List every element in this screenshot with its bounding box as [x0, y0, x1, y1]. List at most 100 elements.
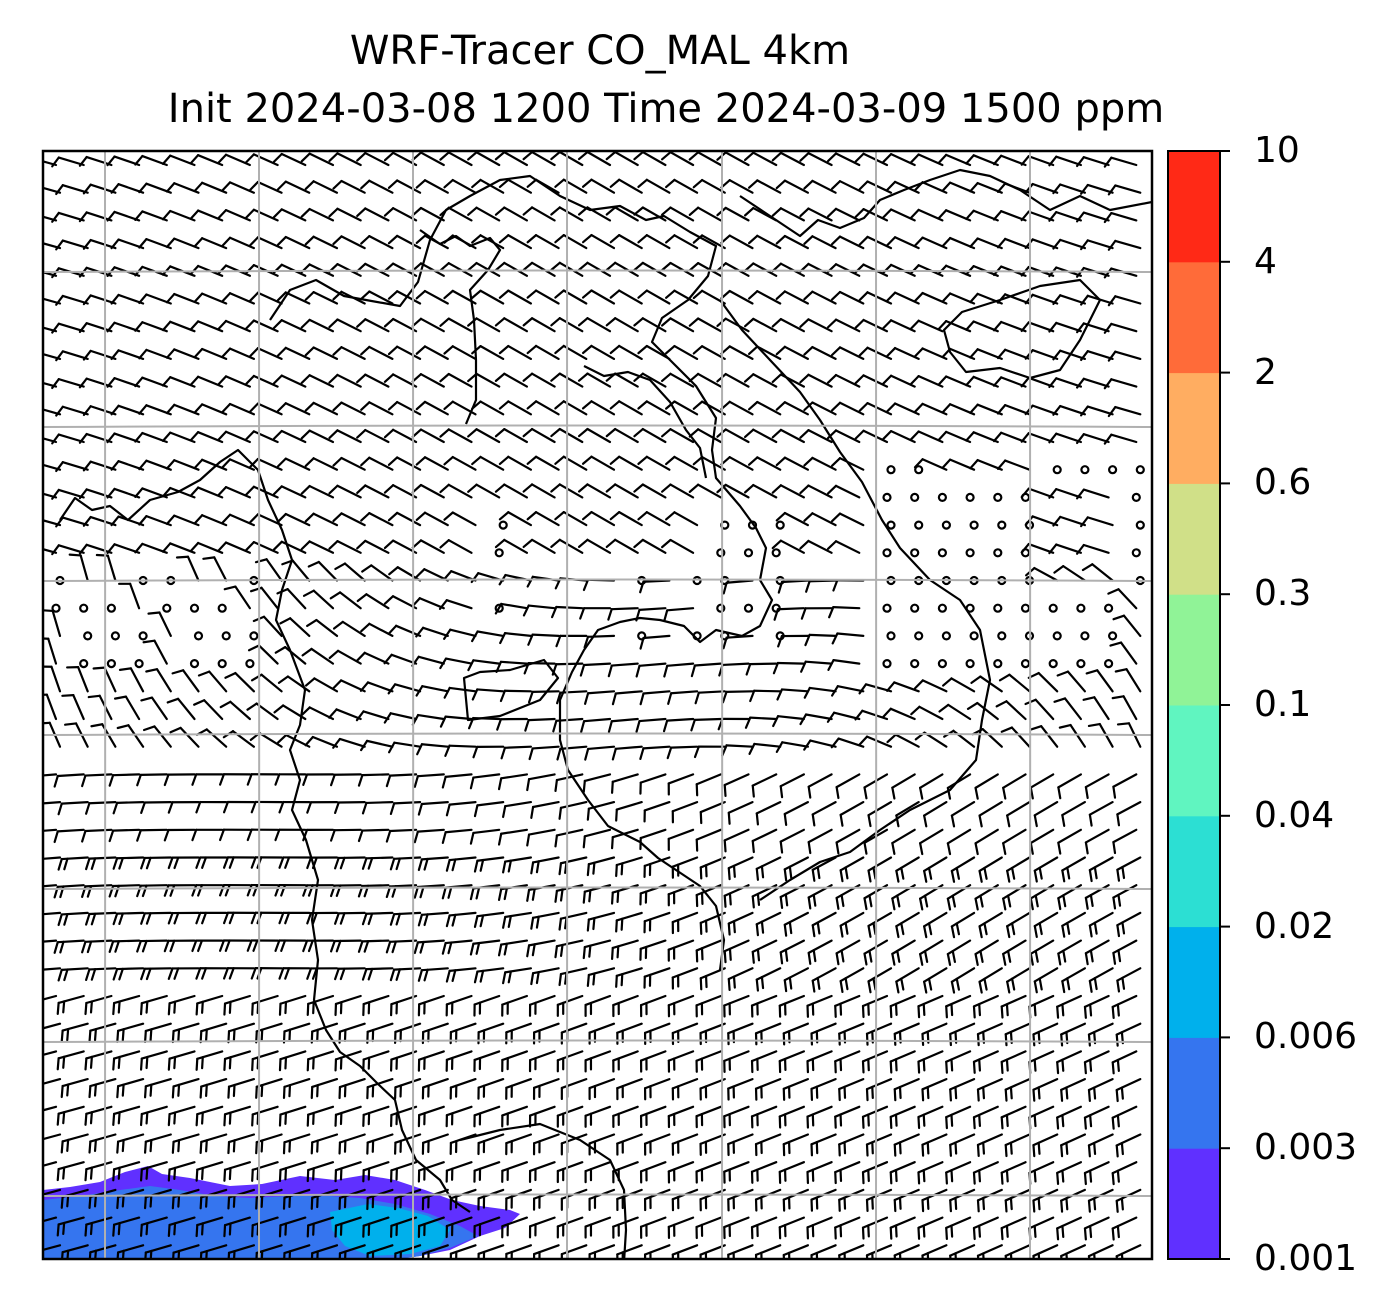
calm-wind-circle — [217, 658, 227, 669]
colorbar-tick-label: 0.3 — [1254, 573, 1312, 615]
wind-barb — [56, 1216, 85, 1237]
calm-wind-circle — [1020, 658, 1031, 669]
wind-barb — [445, 1161, 473, 1183]
wind-barb — [389, 911, 422, 926]
wind-barb — [439, 539, 473, 554]
wind-barb — [945, 1216, 972, 1240]
wind-barb — [359, 681, 394, 693]
wind-barb — [1088, 911, 1114, 938]
wind-barb — [1060, 1244, 1087, 1259]
wind-barb — [581, 234, 616, 250]
wind-barb — [992, 210, 1027, 222]
wind-barb — [639, 579, 671, 594]
calm-wind-circle — [969, 520, 979, 530]
wind-barb — [1103, 212, 1138, 224]
wind-barb — [189, 431, 224, 444]
wind-barb — [615, 911, 643, 933]
wind-barb — [356, 428, 390, 444]
wind-barb — [1057, 884, 1083, 911]
wind-barb — [1048, 211, 1083, 222]
wind-barb — [771, 484, 806, 499]
wind-barb — [1088, 967, 1114, 993]
wind-barb — [751, 828, 778, 854]
wind-barb — [750, 1161, 778, 1184]
wind-barb — [942, 677, 976, 693]
wind-barb — [528, 994, 556, 1017]
wind-barb — [389, 967, 422, 982]
wind-barb — [754, 1244, 782, 1259]
wind-barb — [832, 579, 865, 592]
grid-line-lat — [42, 1039, 1153, 1043]
wind-barb — [43, 242, 62, 250]
wind-barb — [304, 291, 339, 305]
wind-barb — [1052, 515, 1087, 527]
wind-barb — [771, 207, 806, 222]
coastline-north-lake — [419, 229, 502, 425]
wind-barb — [661, 206, 695, 222]
wind-barb — [582, 578, 616, 592]
wind-barb — [970, 675, 1003, 693]
wind-barb — [1002, 773, 1027, 800]
wind-barb — [51, 378, 85, 390]
wind-barb — [276, 346, 311, 360]
wind-barb — [445, 1216, 473, 1239]
wind-barb — [444, 744, 477, 757]
wind-barb — [727, 1077, 754, 1101]
wind-barb — [500, 745, 533, 760]
wind-barb — [222, 911, 255, 925]
wind-barb — [556, 1105, 584, 1128]
wind-barb — [528, 1050, 556, 1073]
wind-barb — [582, 828, 612, 849]
wind-barb — [667, 828, 695, 851]
wind-barb — [43, 637, 58, 665]
wind-barb — [249, 586, 279, 610]
wind-barb — [616, 1077, 643, 1101]
wind-barb — [328, 429, 362, 444]
wind-barb — [839, 856, 865, 883]
wind-barb — [861, 994, 889, 1019]
wind-barb — [919, 828, 944, 856]
wind-barb — [528, 745, 560, 761]
wind-barb — [439, 428, 473, 444]
wind-barb — [496, 717, 529, 731]
wind-barb — [56, 1105, 85, 1126]
wind-barb — [300, 318, 335, 333]
wind-barb — [43, 665, 62, 693]
wind-barb — [272, 152, 307, 167]
wind-barb — [360, 179, 394, 194]
wind-barb — [411, 428, 445, 444]
wind-barb — [945, 1161, 972, 1185]
wind-barb — [806, 1105, 833, 1129]
wind-barb — [671, 1077, 699, 1101]
wind-barb — [974, 939, 999, 966]
wind-barb — [473, 1161, 501, 1183]
wind-barb — [771, 317, 806, 333]
wind-barb — [1116, 911, 1142, 938]
wind-barb — [110, 349, 145, 361]
wind-barb — [688, 206, 722, 222]
wind-barb — [191, 884, 224, 897]
wind-barb — [439, 372, 473, 388]
wind-barb — [387, 511, 422, 527]
calm-wind-circle — [494, 603, 504, 613]
wind-barb — [580, 717, 612, 733]
wind-barb — [175, 555, 200, 582]
wind-barb — [974, 828, 999, 856]
wind-barb — [494, 428, 529, 444]
calm-wind-circle — [110, 631, 121, 641]
wind-barb — [671, 967, 699, 990]
colorbar-tick-label: 0.04 — [1254, 794, 1335, 836]
wind-barb — [88, 1022, 117, 1043]
wind-barb — [274, 773, 307, 786]
wind-barb — [334, 562, 366, 582]
wind-barb — [579, 662, 612, 677]
wind-barb — [550, 605, 584, 619]
wind-barb — [720, 289, 754, 305]
wind-barb — [747, 400, 782, 416]
wind-barb — [191, 773, 224, 786]
wind-barb — [893, 1077, 920, 1102]
wind-barb — [411, 206, 445, 222]
coastlines — [59, 168, 1152, 1259]
map-frame — [41, 149, 1154, 1261]
wind-barb — [754, 1188, 782, 1212]
